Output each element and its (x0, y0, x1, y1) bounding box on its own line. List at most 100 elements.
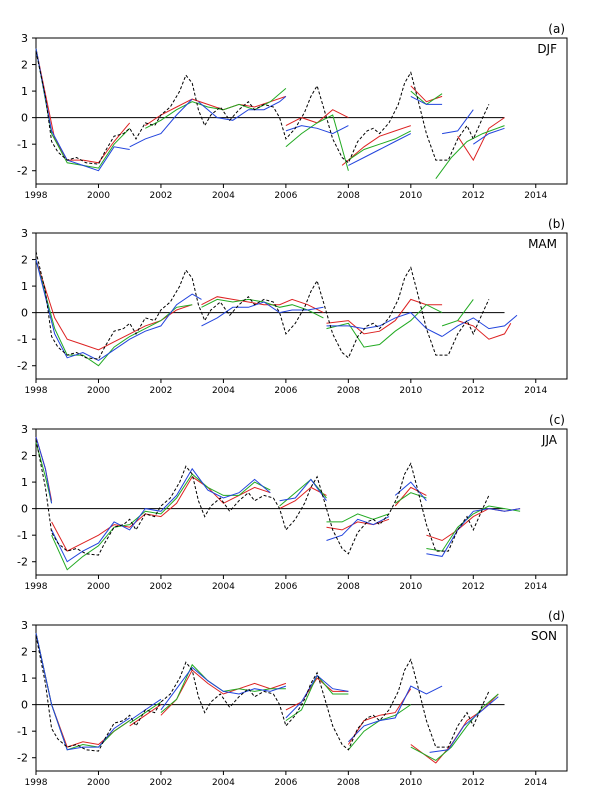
panel-label: (c) (549, 413, 565, 427)
series-line (457, 117, 505, 162)
series-line (410, 95, 443, 105)
series-line (160, 666, 287, 711)
series-line (35, 632, 130, 751)
panel-label: (d) (548, 609, 565, 623)
series-line (410, 85, 443, 103)
y-tick-label: 1 (21, 672, 28, 685)
series-line (410, 693, 499, 762)
x-tick-label: 2010 (399, 386, 422, 396)
x-tick-label: 2006 (274, 386, 297, 396)
series-line (341, 125, 411, 166)
x-tick-label: 2004 (212, 778, 235, 788)
x-tick-label: 2002 (149, 582, 172, 592)
series-line (426, 508, 521, 557)
series-line (348, 130, 412, 161)
x-tick-label: 2010 (399, 582, 422, 592)
x-tick-label: 2008 (337, 778, 360, 788)
series-line (285, 125, 349, 135)
y-tick-label: 0 (21, 307, 28, 320)
y-tick-label: 2 (21, 254, 28, 267)
panel-2: -2 -1 0 1 2 3 1998 2000 2002 2004 2006 2008 2010 2012… (17, 217, 568, 396)
series-line (441, 299, 474, 327)
series-line (285, 674, 349, 719)
y-tick-label: 1 (21, 476, 28, 489)
panel-label: (b) (548, 217, 565, 231)
x-tick-label: 1998 (25, 191, 48, 201)
x-tick-label: 2014 (524, 191, 547, 201)
series-line (326, 516, 390, 541)
y-tick-label: 3 (21, 423, 28, 436)
series-line (51, 476, 271, 552)
x-tick-label: 2014 (524, 778, 547, 788)
x-tick-label: 2000 (87, 778, 110, 788)
x-tick-label: 2002 (149, 386, 172, 396)
x-tick-label: 2006 (274, 778, 297, 788)
y-tick-label: 2 (21, 450, 28, 463)
observed-line (35, 51, 490, 165)
x-tick-label: 2002 (149, 778, 172, 788)
x-tick-label: 2014 (524, 386, 547, 396)
y-tick-label: -1 (17, 529, 28, 542)
series-line (129, 704, 162, 727)
plot-frame (35, 624, 568, 772)
series-line (35, 48, 130, 172)
y-tick-label: 2 (21, 59, 28, 72)
y-tick-label: 1 (21, 280, 28, 293)
series-line (129, 98, 193, 148)
season-label: JJA (541, 433, 558, 447)
observed-line (35, 251, 490, 360)
x-tick-label: 1998 (25, 386, 48, 396)
series-line (326, 304, 443, 348)
plot-frame (35, 37, 568, 185)
season-label: SON (531, 629, 557, 643)
x-tick-label: 2008 (337, 191, 360, 201)
series-line (348, 704, 412, 751)
y-tick-label: 0 (21, 112, 28, 125)
series-line (429, 696, 499, 753)
y-tick-label: 3 (21, 32, 28, 45)
series-line (347, 688, 412, 745)
x-tick-label: 2012 (462, 191, 485, 201)
y-tick-label: 0 (21, 503, 28, 516)
y-tick-label: -2 (17, 752, 28, 765)
panel-label: (a) (548, 22, 565, 36)
series-line (394, 492, 427, 504)
series-line (35, 259, 202, 361)
y-tick-label: 0 (21, 699, 28, 712)
series-line (348, 133, 412, 166)
series-line (326, 298, 443, 335)
series-line (51, 473, 271, 571)
y-tick-label: -1 (17, 333, 28, 346)
x-tick-label: 2014 (524, 582, 547, 592)
x-tick-label: 2000 (87, 582, 110, 592)
series-line (473, 127, 505, 145)
x-tick-label: 2006 (274, 191, 297, 201)
x-tick-label: 2000 (87, 191, 110, 201)
series-line (35, 48, 131, 164)
y-tick-label: -1 (17, 138, 28, 151)
panel-4: -2 -1 0 1 2 3 1998 2000 2002 2004 2006 2008 2010 2012… (17, 609, 568, 788)
x-tick-label: 2012 (462, 778, 485, 788)
x-tick-label: 1998 (25, 582, 48, 592)
y-tick-label: 2 (21, 646, 28, 659)
x-tick-label: 2004 (212, 191, 235, 201)
series-line (426, 505, 521, 552)
y-tick-label: -2 (17, 165, 28, 178)
series-line (279, 486, 327, 510)
observed-line (35, 635, 490, 752)
series-line (35, 259, 193, 367)
series-line (51, 467, 271, 563)
panel-3: -2 -1 0 1 2 3 1998 2000 2002 2004 2006 2008 2010 2012… (17, 413, 568, 592)
series-line (35, 48, 131, 169)
series-line (35, 632, 130, 751)
x-tick-label: 2002 (149, 191, 172, 201)
series-line (326, 513, 390, 523)
x-tick-label: 2006 (274, 582, 297, 592)
x-tick-label: 2012 (462, 582, 485, 592)
series-line (201, 296, 324, 314)
series-line (326, 312, 443, 337)
x-tick-label: 2004 (212, 582, 235, 592)
series-line (145, 88, 287, 129)
x-tick-label: 2010 (399, 778, 422, 788)
